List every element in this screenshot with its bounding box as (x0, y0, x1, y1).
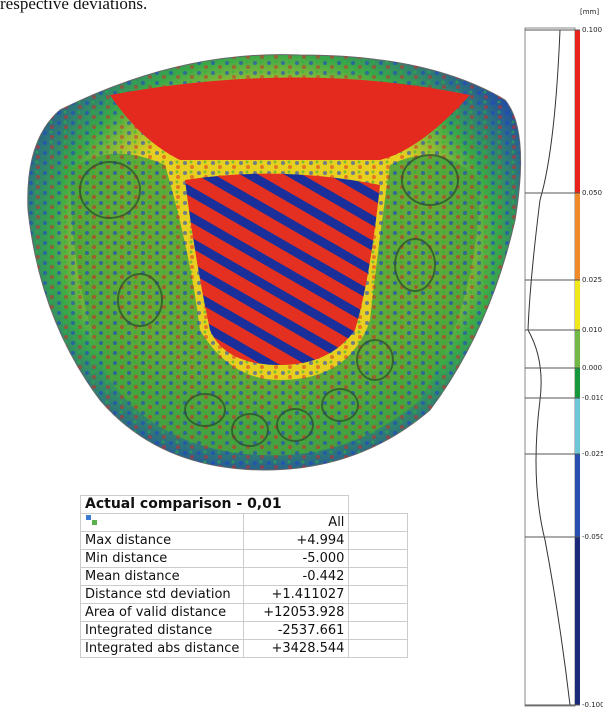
row-value: -2537.661 (244, 622, 349, 640)
row-value: +1.411027 (244, 586, 349, 604)
row-value: +4.994 (244, 532, 349, 550)
scale-label: -0.010 (582, 394, 603, 402)
table-row: Mean distance-0.442 (81, 568, 408, 586)
scale-band (575, 30, 580, 193)
row-label: Min distance (81, 550, 244, 568)
table-row: Distance std deviation+1.411027 (81, 586, 408, 604)
scale-label: 0.050 (582, 189, 602, 197)
row-label: Integrated distance (81, 622, 244, 640)
table-row: Integrated distance-2537.661 (81, 622, 408, 640)
row-label: Distance std deviation (81, 586, 244, 604)
row-value: -5.000 (244, 550, 349, 568)
dental-model (28, 55, 521, 470)
color-scale: [mm] 0.100 0.050 0.025 0.010 0.000 -0.010 -0.0… (525, 8, 603, 709)
scale-band (575, 330, 580, 368)
row-value: -0.442 (244, 568, 349, 586)
scale-label: 0.010 (582, 326, 602, 334)
scale-label: 0.100 (582, 26, 602, 34)
row-value: +3428.544 (244, 640, 349, 658)
icon-cell (81, 514, 244, 532)
row-label: Mean distance (81, 568, 244, 586)
scale-label: -0.050 (582, 533, 603, 541)
table-title: Actual comparison - 0,01 (81, 496, 349, 514)
scale-band (575, 280, 580, 330)
table-row: Min distance-5.000 (81, 550, 408, 568)
scale-band (575, 454, 580, 537)
row-value: +12053.928 (244, 604, 349, 622)
table-row: Max distance+4.994 (81, 532, 408, 550)
statistics-table: Actual comparison - 0,01 All Max distanc… (80, 495, 408, 658)
scale-band (575, 193, 580, 280)
scale-band (575, 368, 580, 398)
scale-label: -0.100 (582, 701, 603, 709)
page: respective deviations. [mm] 0.1000.0500.… (0, 0, 603, 711)
table-row: Area of valid distance+12053.928 (81, 604, 408, 622)
scale-band (575, 537, 580, 705)
scale-label: -0.025 (582, 450, 603, 458)
table-row: Integrated abs distance+3428.544 (81, 640, 408, 658)
column-header: All (244, 514, 349, 532)
scale-unit: [mm] (580, 8, 599, 16)
scale-label: 0.000 (582, 364, 602, 372)
row-label: Integrated abs distance (81, 640, 244, 658)
row-label: Area of valid distance (81, 604, 244, 622)
scale-band (575, 398, 580, 454)
scale-label: 0.025 (582, 276, 602, 284)
row-label: Max distance (81, 532, 244, 550)
histogram-box (525, 28, 575, 706)
